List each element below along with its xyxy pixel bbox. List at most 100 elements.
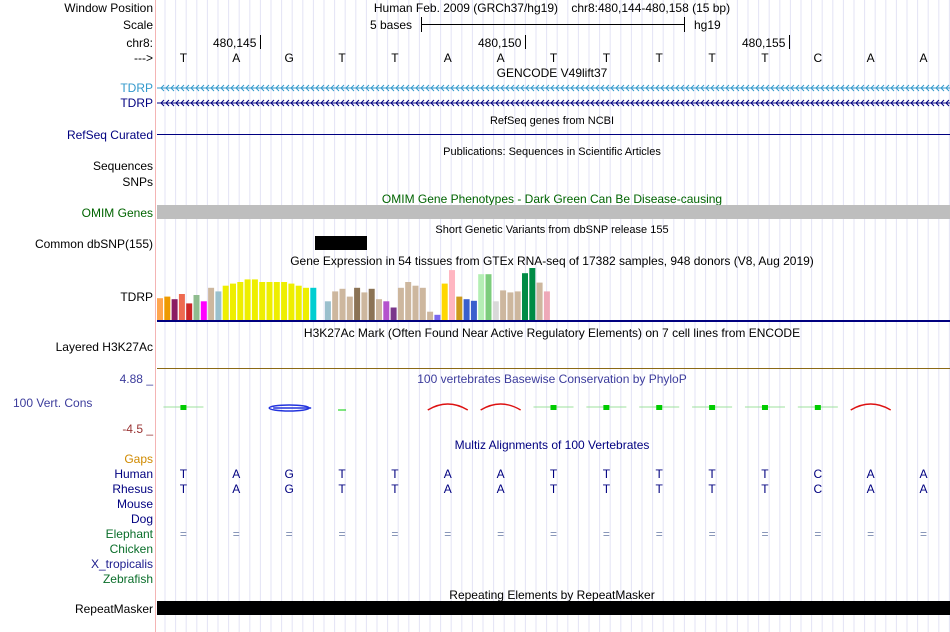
- gtex-tissue-bar: [310, 287, 317, 320]
- gtex-tissue-bar: [346, 296, 353, 320]
- gtex-tissue-bar: [529, 268, 536, 320]
- multiz-base: A: [919, 482, 928, 496]
- cons-score-mark: [814, 405, 821, 410]
- multiz-base: =: [549, 527, 557, 541]
- gtex-tissue-bar: [171, 299, 178, 320]
- publications-track-title[interactable]: Publications: Sequences in Scientific Ar…: [443, 146, 661, 158]
- gtex-tissue-bar: [390, 307, 397, 320]
- gtex-tissue-bar: [164, 296, 171, 320]
- multiz-base: T: [655, 482, 663, 496]
- base-letter: T: [338, 51, 346, 65]
- gencode-item-tdrp-1[interactable]: TDRP: [120, 81, 153, 95]
- gtex-gene-label[interactable]: TDRP: [120, 290, 153, 304]
- base-letter: A: [919, 51, 928, 65]
- h3k27ac-track-title[interactable]: H3K27Ac Mark (Often Found Near Active Re…: [303, 326, 801, 340]
- dbsnp-variant[interactable]: [315, 236, 367, 250]
- multiz-species-label[interactable]: Human: [114, 467, 153, 481]
- repeatmasker-element[interactable]: [157, 601, 950, 615]
- window-position-value: Human Feb. 2009 (GRCh37/hg19) chr8:480,1…: [373, 1, 731, 15]
- multiz-base: A: [496, 467, 505, 481]
- multiz-base: A: [866, 482, 875, 496]
- conservation-min-label: -4.5 _: [122, 422, 153, 436]
- repeatmasker-track-title[interactable]: Repeating Elements by RepeatMasker: [449, 588, 655, 602]
- multiz-track-title[interactable]: Multiz Alignments of 100 Vertebrates: [454, 438, 650, 452]
- sidebar-border: [155, 0, 156, 632]
- refseq-gene-line[interactable]: [157, 134, 950, 135]
- gtex-tissue-bar: [522, 273, 528, 320]
- cons-score-mark: [656, 405, 663, 410]
- base-letter: T: [761, 51, 769, 65]
- dbsnp-label[interactable]: Common dbSNP(155): [34, 237, 153, 251]
- gtex-tissue-bar: [463, 299, 470, 320]
- multiz-base: =: [761, 527, 769, 541]
- base-letter: A: [232, 51, 241, 65]
- scale-label: Scale: [122, 18, 153, 32]
- multiz-base: G: [284, 482, 294, 496]
- base-letter: T: [602, 51, 611, 65]
- gencode-gene-track-2[interactable]: [157, 97, 950, 109]
- gtex-baseline: [157, 320, 950, 322]
- multiz-base: G: [284, 467, 294, 481]
- multiz-base: T: [338, 482, 346, 496]
- base-letter: T: [549, 51, 558, 65]
- multiz-base: =: [920, 527, 928, 541]
- gtex-track-title[interactable]: Gene Expression in 54 tissues from GTEx …: [290, 254, 814, 268]
- gtex-tissue-bar: [361, 292, 368, 320]
- coord-tick: [789, 35, 790, 49]
- multiz-species-label[interactable]: X_tropicalis: [90, 557, 153, 571]
- gtex-tissue-bar: [397, 287, 404, 320]
- conservation-label[interactable]: 100 Vert. Cons: [13, 396, 93, 410]
- gtex-tissue-bar: [507, 292, 514, 320]
- multiz-species-label[interactable]: Zebrafish: [102, 572, 153, 586]
- gtex-expression-chart[interactable]: [157, 266, 557, 320]
- multiz-species-label[interactable]: Mouse: [116, 497, 153, 511]
- omim-track-title[interactable]: OMIM Gene Phenotypes - Dark Green Can Be…: [381, 192, 723, 206]
- h3k27ac-label[interactable]: Layered H3K27Ac: [55, 340, 153, 354]
- scale-bar-left-tick: [421, 17, 422, 32]
- base-letter: T: [391, 51, 399, 65]
- multiz-species-label[interactable]: Dog: [130, 512, 153, 526]
- gtex-tissue-bar: [412, 285, 419, 320]
- gencode-item-tdrp-2[interactable]: TDRP: [120, 96, 153, 110]
- gtex-tissue-bar: [492, 301, 499, 320]
- gtex-tissue-bar: [222, 285, 229, 320]
- gtex-tissue-bar: [244, 279, 251, 320]
- multiz-base: T: [549, 467, 558, 481]
- omim-gene-bar[interactable]: [157, 205, 950, 219]
- gtex-tissue-bar: [456, 296, 463, 320]
- multiz-species-label[interactable]: Rhesus: [112, 482, 153, 496]
- omim-genes-label[interactable]: OMIM Genes: [81, 206, 153, 220]
- conservation-track-plot[interactable]: [157, 398, 950, 418]
- gtex-tissue-bar: [383, 301, 390, 320]
- multiz-base: T: [338, 467, 346, 481]
- multiz-base: A: [232, 467, 241, 481]
- multiz-species-label[interactable]: Elephant: [105, 527, 153, 541]
- repeatmasker-label[interactable]: RepeatMasker: [74, 602, 153, 616]
- gtex-tissue-bar: [405, 282, 412, 320]
- multiz-base: =: [285, 527, 293, 541]
- scale-assembly: hg19: [694, 18, 721, 32]
- refseq-track-title[interactable]: RefSeq genes from NCBI: [489, 115, 615, 127]
- cons-negative-mark: [850, 403, 892, 411]
- multiz-base: T: [391, 482, 399, 496]
- publications-snps-label[interactable]: SNPs: [122, 175, 153, 189]
- multiz-base: T: [179, 467, 188, 481]
- gtex-tissue-bar: [478, 274, 485, 320]
- publications-sequences-label[interactable]: Sequences: [92, 159, 153, 173]
- multiz-base: =: [867, 527, 875, 541]
- multiz-base: =: [338, 527, 346, 541]
- gencode-track-title[interactable]: GENCODE V49lift37: [496, 66, 608, 80]
- multiz-base: T: [179, 482, 188, 496]
- gtex-tissue-bar: [230, 283, 236, 320]
- gtex-tissue-bar: [288, 283, 295, 320]
- gencode-gene-track-1[interactable]: [157, 82, 950, 94]
- multiz-base: A: [232, 482, 241, 496]
- gtex-tissue-bar: [324, 301, 331, 320]
- gtex-tissue-bar: [178, 294, 185, 320]
- conservation-track-title[interactable]: 100 vertebrates Basewise Conservation by…: [417, 372, 687, 386]
- gtex-tissue-bar: [200, 301, 207, 320]
- multiz-species-label[interactable]: Chicken: [109, 542, 153, 556]
- refseq-curated-label[interactable]: RefSeq Curated: [66, 128, 153, 142]
- multiz-base: T: [602, 482, 611, 496]
- dbsnp-track-title[interactable]: Short Genetic Variants from dbSNP releas…: [435, 224, 669, 236]
